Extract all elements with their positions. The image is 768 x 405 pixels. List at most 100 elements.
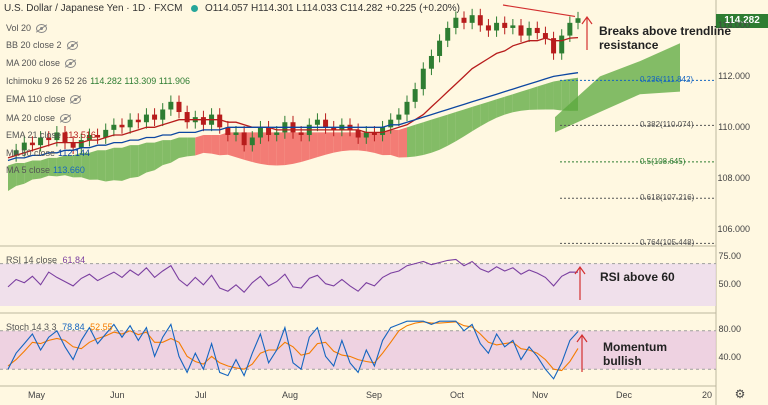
fib-level-label: 0.618(107.216): [640, 193, 695, 203]
chart-header: U.S. Dollar / Japanese Yen · 1D · FXCM O…: [4, 3, 460, 14]
time-tick-label: Jun: [110, 390, 125, 400]
cloud-segment: [464, 106, 473, 137]
stoch-band: [0, 330, 716, 370]
candle-body: [551, 38, 557, 54]
candle-body: [388, 119, 394, 128]
candle-body: [257, 127, 263, 138]
cloud-segment: [480, 101, 489, 127]
indicator-legend-row[interactable]: Vol 20: [6, 23, 48, 34]
time-tick-label: Sep: [366, 390, 383, 400]
candle-body: [298, 132, 304, 135]
visibility-toggle-icon[interactable]: [60, 114, 72, 124]
candle-body: [127, 119, 133, 128]
rsi-axis-75: 75.00: [718, 251, 741, 261]
cloud-segment: [211, 134, 220, 156]
cloud-segment: [65, 155, 74, 178]
cloud-segment: [529, 86, 538, 110]
price-tick-label: 106.000: [717, 224, 750, 235]
candle-body: [233, 132, 239, 135]
fib-level-label: 0.5(108.645): [640, 156, 686, 166]
cloud-segment: [24, 160, 33, 184]
candle-body: [70, 142, 76, 148]
candle-body: [534, 27, 540, 34]
indicator-legend-row[interactable]: MA 200 close: [6, 58, 77, 69]
candle-body: [111, 124, 117, 130]
indicator-name: Vol 20: [6, 23, 32, 33]
indicator-legend-row[interactable]: EMA 21 close 113.516: [6, 130, 96, 141]
cloud-segment: [333, 132, 342, 153]
candle-body: [331, 127, 337, 130]
candle-body: [461, 17, 467, 23]
indicator-legend-row[interactable]: EMA 110 close: [6, 94, 82, 105]
time-tick-label: Jul: [195, 390, 207, 400]
candle-body: [404, 101, 410, 115]
candle-body: [567, 22, 573, 36]
cloud-segment: [48, 157, 57, 177]
indicator-value: 112.144: [58, 148, 90, 158]
cloud-segment: [81, 152, 90, 180]
indicator-legend-row[interactable]: BB 20 close 2: [6, 40, 78, 51]
candle-body: [13, 150, 19, 156]
cloud-segment: [447, 112, 456, 146]
cloud-segment: [431, 117, 440, 153]
indicator-legend-row[interactable]: MA 50 close 112.144: [6, 148, 90, 159]
annotation-breakout: Breaks above trendline resistance: [599, 24, 732, 52]
cloud-segment: [32, 160, 41, 180]
cloud-segment: [496, 96, 505, 118]
candle-body: [477, 15, 483, 26]
cloud-segment: [268, 132, 277, 166]
cloud-segment: [317, 132, 326, 158]
symbol-title[interactable]: U.S. Dollar / Japanese Yen · 1D · FXCM: [4, 3, 183, 14]
visibility-toggle-icon[interactable]: [66, 41, 78, 51]
cloud-segment: [301, 132, 310, 163]
cloud-segment: [382, 129, 391, 156]
visibility-toggle-icon[interactable]: [65, 59, 77, 69]
cloud-segment: [309, 132, 318, 160]
cloud-segment: [284, 132, 293, 166]
indicator-name: EMA 110 close: [6, 94, 66, 104]
indicator-legend-row[interactable]: Ichimoku 9 26 52 26 114.282 113.309 111.9…: [6, 76, 190, 87]
cloud-segment: [227, 132, 236, 158]
visibility-toggle-icon[interactable]: [70, 95, 82, 105]
trendline-resistance: [502, 4, 576, 18]
candle-body: [420, 68, 426, 90]
cloud-segment: [521, 89, 530, 111]
cloud-segment: [545, 81, 554, 110]
candle-body: [396, 114, 402, 120]
candle-body: [143, 114, 149, 123]
cloud-segment: [561, 78, 570, 111]
indicator-legend-row[interactable]: MA 20 close: [6, 113, 72, 124]
candle-body: [241, 132, 247, 146]
indicator-legend-row[interactable]: MA 5 close 113.660: [6, 165, 85, 176]
cloud-segment: [553, 80, 562, 111]
price-tick-label: 110.000: [718, 122, 750, 133]
cloud-segment: [187, 137, 196, 157]
cloud-segment: [162, 140, 171, 166]
cloud-segment: [488, 99, 497, 122]
price-tick-label: 114.000: [718, 20, 750, 31]
cloud-segment: [89, 150, 98, 180]
candle-body: [160, 109, 166, 120]
candle-body: [38, 137, 44, 146]
candle-body: [266, 127, 272, 135]
visibility-toggle-icon[interactable]: [36, 24, 48, 34]
candle-body: [21, 142, 27, 151]
cloud-segment: [130, 145, 139, 178]
candle-body: [62, 132, 68, 143]
indicator-value: 114.282 113.309 111.906: [90, 76, 190, 86]
stoch-legend: Stoch 14 3 3 78.84 52.55: [6, 322, 113, 333]
settings-gear-icon[interactable]: ⚙: [734, 387, 746, 401]
candle-body: [29, 142, 35, 146]
cloud-segment: [203, 134, 212, 154]
rsi-arrow-head: [574, 265, 586, 275]
cloud-segment: [97, 150, 106, 182]
indicator-name: BB 20 close 2: [6, 40, 62, 50]
annotation-arrow-head: [581, 15, 593, 25]
price-tick-label: 112.000: [718, 71, 750, 82]
cloud-segment: [407, 124, 416, 158]
cloud-segment: [122, 145, 131, 181]
candle-body: [184, 112, 190, 123]
price-tick-label: 108.000: [717, 173, 750, 184]
candle-body: [119, 124, 125, 128]
